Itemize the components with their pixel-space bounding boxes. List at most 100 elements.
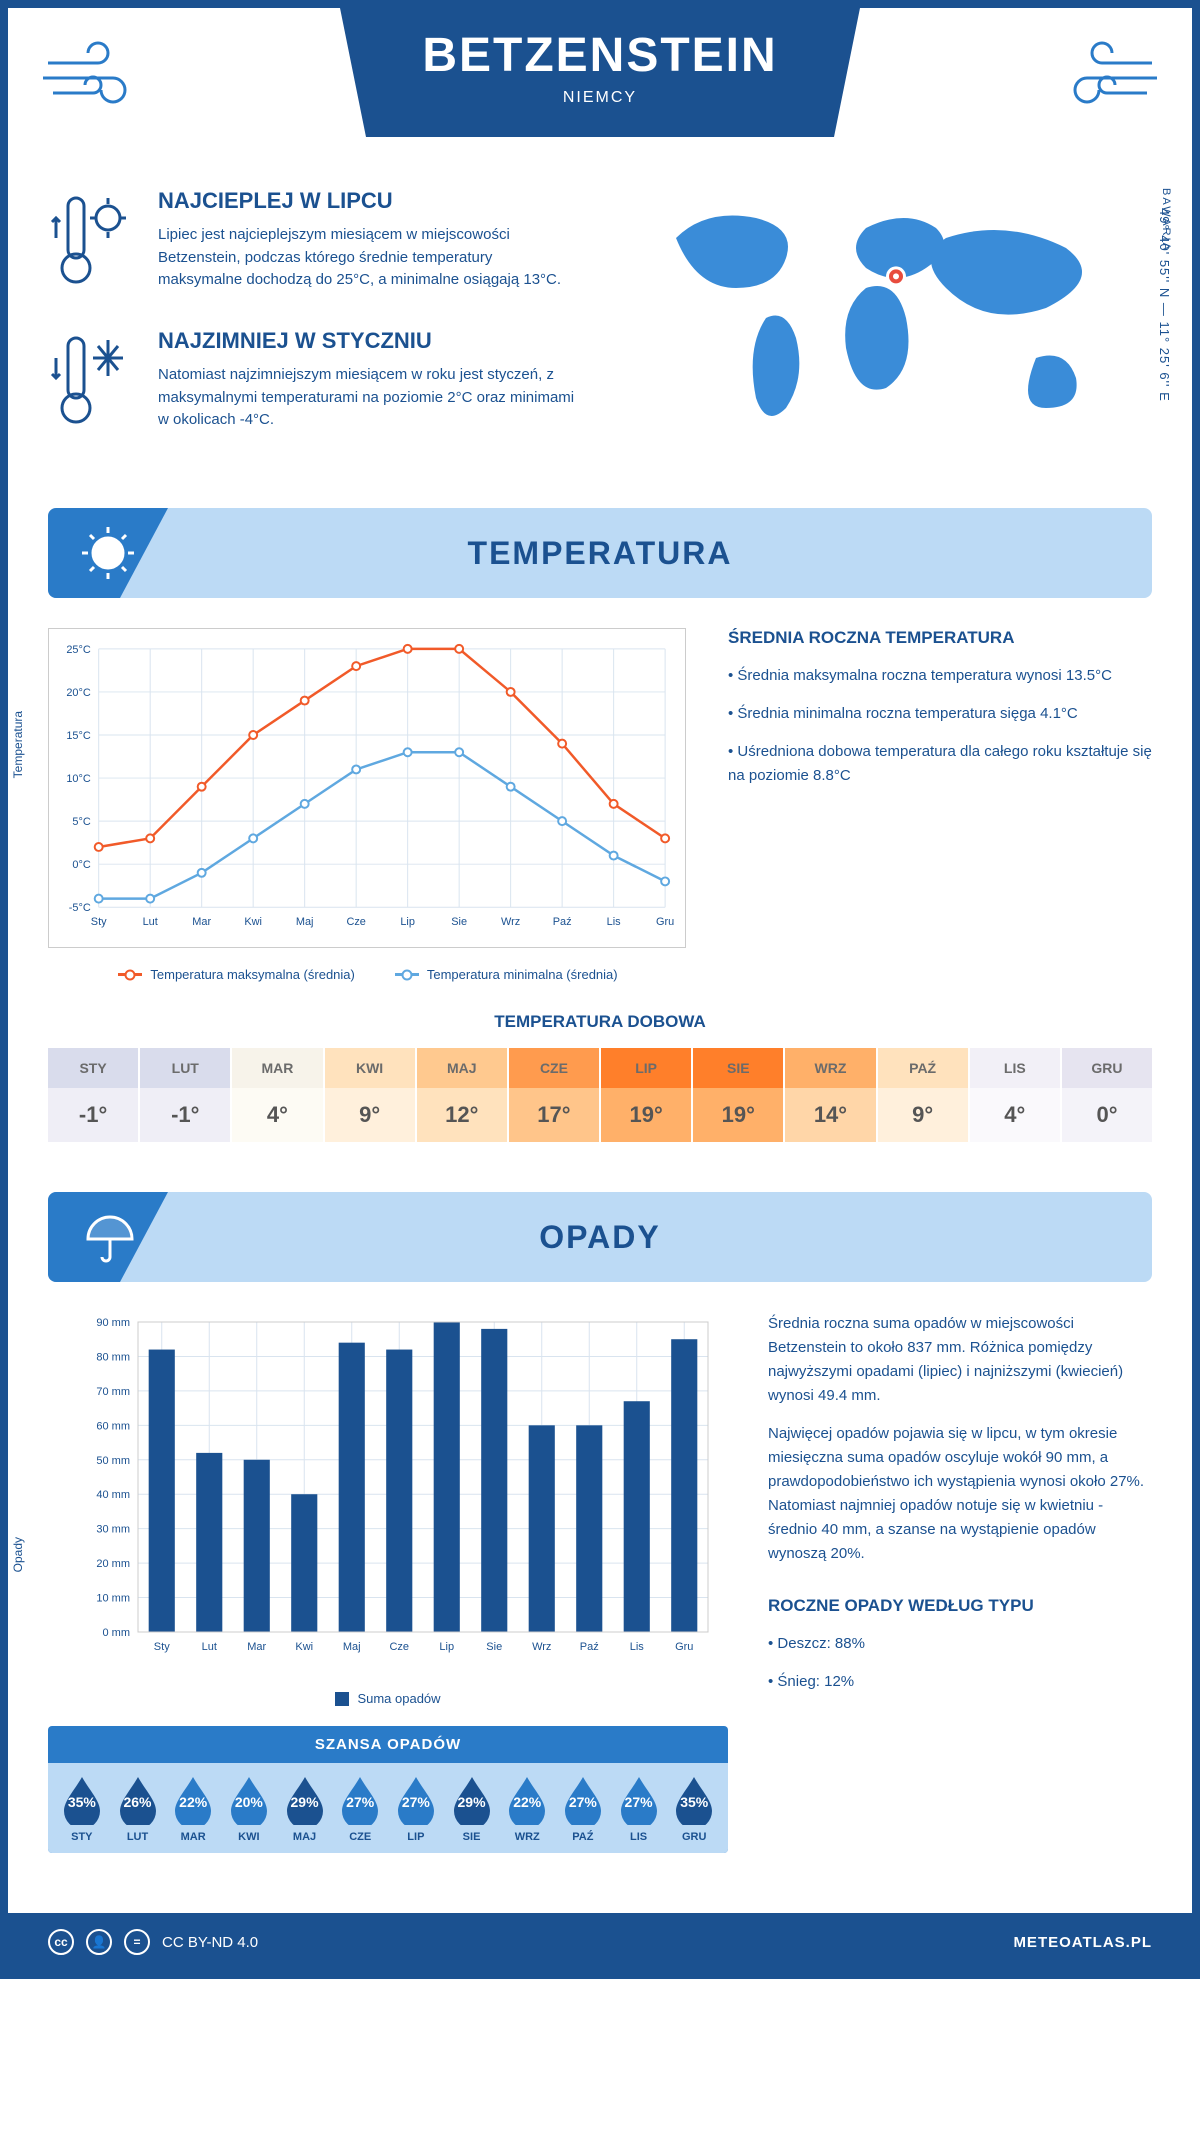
chart-legend: Suma opadów [48, 1691, 728, 1706]
svg-text:0 mm: 0 mm [103, 1627, 131, 1639]
info-bullet: • Uśredniona dobowa temperatura dla całe… [728, 740, 1152, 788]
section-title: TEMPERATURA [48, 535, 1152, 572]
fact-text: Lipiec jest najcieplejszym miesiącem w m… [158, 224, 580, 292]
title-banner: BETZENSTEIN NIEMCY [340, 8, 860, 137]
wind-icon [1042, 38, 1162, 118]
world-map [620, 188, 1152, 448]
daily-temp-table: STY-1°LUT-1°MAR4°KWI9°MAJ12°CZE17°LIP19°… [48, 1048, 1152, 1142]
chance-cell: 27%LIP [388, 1773, 444, 1843]
svg-text:15°C: 15°C [66, 730, 91, 742]
svg-text:Kwi: Kwi [295, 1641, 313, 1653]
svg-text:10°C: 10°C [66, 773, 91, 785]
svg-text:Wrz: Wrz [501, 916, 520, 928]
chance-cell: 20%KWI [221, 1773, 277, 1843]
chance-cell: 29%SIE [444, 1773, 500, 1843]
svg-text:Paź: Paź [553, 916, 572, 928]
chance-cell: 27%LIS [611, 1773, 667, 1843]
svg-text:Gru: Gru [675, 1641, 693, 1653]
fact-coldest: NAJZIMNIEJ W STYCZNIU Natomiast najzimni… [48, 328, 580, 438]
svg-text:10 mm: 10 mm [96, 1593, 130, 1605]
svg-text:Lip: Lip [439, 1641, 454, 1653]
site-name: METEOATLAS.PL [1013, 1934, 1152, 1951]
info-title: ŚREDNIA ROCZNA TEMPERATURA [728, 628, 1152, 648]
legend-precip: Suma opadów [357, 1691, 440, 1706]
temp-cell: LIP19° [601, 1048, 691, 1142]
temp-cell: SIE19° [693, 1048, 783, 1142]
svg-text:0°C: 0°C [72, 859, 90, 871]
svg-text:20 mm: 20 mm [96, 1558, 130, 1570]
svg-text:Sie: Sie [451, 916, 467, 928]
fact-title: NAJZIMNIEJ W STYCZNIU [158, 328, 580, 354]
license-text: CC BY-ND 4.0 [162, 1934, 258, 1951]
svg-text:Mar: Mar [247, 1641, 266, 1653]
temp-cell: LUT-1° [140, 1048, 230, 1142]
legend-max: Temperatura maksymalna (średnia) [150, 967, 354, 982]
precip-info-2: Najwięcej opadów pojawia się w lipcu, w … [768, 1422, 1152, 1566]
footer: cc 👤 = CC BY-ND 4.0 METEOATLAS.PL [8, 1913, 1192, 1971]
svg-text:30 mm: 30 mm [96, 1524, 130, 1536]
temp-cell: WRZ14° [785, 1048, 875, 1142]
svg-text:Gru: Gru [656, 916, 674, 928]
svg-text:50 mm: 50 mm [96, 1455, 130, 1467]
svg-text:60 mm: 60 mm [96, 1420, 130, 1432]
svg-text:Wrz: Wrz [532, 1641, 551, 1653]
svg-text:5°C: 5°C [72, 816, 90, 828]
temp-cell: CZE17° [509, 1048, 599, 1142]
nd-icon: = [124, 1929, 150, 1955]
chart-legend: Temperatura maksymalna (średnia) Tempera… [48, 967, 688, 982]
svg-text:Mar: Mar [192, 916, 211, 928]
temp-cell: MAJ12° [417, 1048, 507, 1142]
chance-cell: 22%MAR [165, 1773, 221, 1843]
svg-text:40 mm: 40 mm [96, 1489, 130, 1501]
precip-type-title: ROCZNE OPADY WEDŁUG TYPU [768, 1596, 1152, 1616]
daily-temp-title: TEMPERATURA DOBOWA [48, 1012, 1152, 1032]
svg-text:90 mm: 90 mm [96, 1317, 130, 1329]
temp-cell: GRU0° [1062, 1048, 1152, 1142]
svg-text:20°C: 20°C [66, 687, 91, 699]
chance-cell: 26%LUT [110, 1773, 166, 1843]
svg-text:Lip: Lip [400, 916, 415, 928]
section-header-temperature: TEMPERATURA [48, 508, 1152, 598]
fact-title: NAJCIEPLEJ W LIPCU [158, 188, 580, 214]
svg-text:70 mm: 70 mm [96, 1386, 130, 1398]
svg-text:-5°C: -5°C [69, 902, 91, 914]
fact-warmest: NAJCIEPLEJ W LIPCU Lipiec jest najcieple… [48, 188, 580, 298]
svg-text:Maj: Maj [343, 1641, 361, 1653]
svg-text:25°C: 25°C [66, 644, 91, 656]
legend-min: Temperatura minimalna (średnia) [427, 967, 618, 982]
temperature-line-chart: -5°C0°C5°C10°C15°C20°C25°CStyLutMarKwiMa… [48, 628, 686, 948]
svg-text:Paź: Paź [580, 1641, 599, 1653]
svg-text:Lis: Lis [607, 916, 622, 928]
city-title: BETZENSTEIN [380, 28, 820, 83]
thermometer-cold-icon [48, 328, 138, 438]
precip-info-1: Średnia roczna suma opadów w miejscowośc… [768, 1312, 1152, 1408]
chance-title: SZANSA OPADÓW [48, 1726, 728, 1763]
temp-cell: STY-1° [48, 1048, 138, 1142]
svg-text:Sty: Sty [91, 916, 107, 928]
svg-text:Kwi: Kwi [244, 916, 262, 928]
svg-text:Lut: Lut [202, 1641, 217, 1653]
temp-cell: KWI9° [325, 1048, 415, 1142]
chance-cell: 35%GRU [666, 1773, 722, 1843]
svg-text:Sty: Sty [154, 1641, 170, 1653]
svg-text:Cze: Cze [346, 916, 365, 928]
svg-text:Cze: Cze [389, 1641, 409, 1653]
country-label: NIEMCY [380, 89, 820, 107]
temp-cell: LIS4° [970, 1048, 1060, 1142]
chance-cell: 27%PAŹ [555, 1773, 611, 1843]
wind-icon [38, 38, 158, 118]
cc-icon: cc [48, 1929, 74, 1955]
info-bullet: • Średnia minimalna roczna temperatura s… [728, 702, 1152, 726]
coordinates: 49° 40' 55'' N — 11° 25' 6'' E [1157, 208, 1172, 402]
chance-cell: 35%STY [54, 1773, 110, 1843]
header: BETZENSTEIN NIEMCY [8, 8, 1192, 188]
section-title: OPADY [48, 1219, 1152, 1256]
precip-chance-table: SZANSA OPADÓW 35%STY26%LUT22%MAR20%KWI 29… [48, 1726, 728, 1853]
y-axis-label: Temperatura [11, 711, 25, 778]
type-bullet: • Śnieg: 12% [768, 1670, 1152, 1694]
chance-cell: 27%CZE [332, 1773, 388, 1843]
temp-cell: MAR4° [232, 1048, 322, 1142]
svg-text:Lut: Lut [143, 916, 158, 928]
thermometer-hot-icon [48, 188, 138, 298]
y-axis-label: Opady [11, 1536, 25, 1571]
